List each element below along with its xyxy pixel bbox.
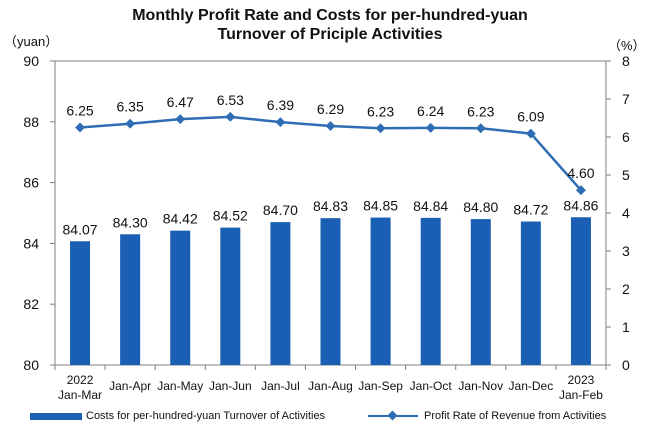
chart-title: Monthly Profit Rate and Costs for per-hu… xyxy=(0,6,660,44)
line-value-label: 4.60 xyxy=(567,165,594,181)
left-tick-label: 84 xyxy=(23,235,39,251)
bar-value-label: 84.70 xyxy=(263,202,298,218)
bar xyxy=(570,217,591,365)
x-category-label: Jan-May xyxy=(157,379,203,393)
bar-value-label: 84.52 xyxy=(213,208,248,224)
bar xyxy=(470,219,491,365)
left-tick-label: 90 xyxy=(23,53,39,69)
right-tick-label: 8 xyxy=(622,53,630,69)
bar xyxy=(170,230,191,365)
line-point xyxy=(375,123,386,134)
right-tick-label: 3 xyxy=(622,243,630,259)
right-tick-label: 5 xyxy=(622,167,630,183)
left-tick-label: 88 xyxy=(23,114,39,130)
bar xyxy=(520,221,541,365)
line-point xyxy=(125,118,136,129)
line-point xyxy=(425,122,436,133)
x-category-label: Jan-Feb xyxy=(559,388,603,402)
right-tick-label: 7 xyxy=(622,91,630,107)
right-tick-label: 4 xyxy=(622,205,630,221)
line-value-label: 6.35 xyxy=(117,99,144,115)
x-category-label: 2022 xyxy=(67,373,94,387)
bar-value-label: 84.72 xyxy=(513,202,548,218)
line-value-label: 6.39 xyxy=(267,97,294,113)
x-category-label: Jan-Oct xyxy=(410,379,453,393)
x-category-label: Jan-Nov xyxy=(458,379,503,393)
line-point xyxy=(75,122,85,133)
line-value-label: 6.25 xyxy=(66,103,93,119)
bar xyxy=(420,217,441,365)
left-tick-label: 80 xyxy=(23,357,39,373)
x-category-label: Jan-Sep xyxy=(358,379,403,393)
bar-value-label: 84.30 xyxy=(113,214,148,230)
line-value-label: 6.09 xyxy=(517,109,544,125)
bar-value-label: 84.85 xyxy=(363,198,398,214)
x-category-label: Jan-Jul xyxy=(261,379,300,393)
line-point xyxy=(475,123,486,134)
line-point xyxy=(525,128,536,139)
legend-label-costs: Costs for per-hundred-yuan Turnover of A… xyxy=(86,410,326,422)
line-value-label: 6.29 xyxy=(317,101,344,117)
bar-value-label: 84.86 xyxy=(563,197,598,213)
right-tick-label: 6 xyxy=(622,129,630,145)
line-value-label: 6.53 xyxy=(217,92,244,108)
line-point xyxy=(325,121,336,131)
line-value-label: 6.47 xyxy=(167,94,194,110)
right-tick-label: 1 xyxy=(622,319,630,335)
right-tick-label: 0 xyxy=(622,357,630,373)
bar xyxy=(70,241,91,365)
line-point xyxy=(225,111,236,122)
x-category-label: Jan-Apr xyxy=(109,379,151,393)
x-category-label: Jan-Jun xyxy=(209,379,252,393)
legend-item-profit-rate: Profit Rate of Revenue from Activities xyxy=(368,410,606,422)
chart-title-line-2: Turnover of Priciple Activities xyxy=(217,26,443,43)
line-value-label: 6.23 xyxy=(367,103,394,119)
line-point xyxy=(175,114,186,125)
x-category-label: Jan-Dec xyxy=(509,379,554,393)
bar xyxy=(320,218,341,365)
bar xyxy=(220,227,241,365)
line-value-label: 6.24 xyxy=(417,103,444,119)
line-point xyxy=(576,185,586,196)
bar xyxy=(120,234,141,365)
chart-title-line-1: Monthly Profit Rate and Costs for per-hu… xyxy=(132,7,528,24)
bar xyxy=(370,217,391,365)
x-category-label: Jan-Mar xyxy=(58,388,102,402)
legend-line-swatch xyxy=(368,410,418,421)
legend-item-costs: Costs for per-hundred-yuan Turnover of A… xyxy=(30,410,325,422)
left-tick-label: 82 xyxy=(23,296,39,312)
legend-bar-swatch xyxy=(30,412,82,420)
bar-value-label: 84.83 xyxy=(313,198,348,214)
right-tick-label: 2 xyxy=(622,281,630,297)
bar-value-label: 84.84 xyxy=(413,198,448,214)
bar-value-label: 84.80 xyxy=(463,199,498,215)
bar-value-label: 84.07 xyxy=(63,221,98,237)
left-tick-label: 86 xyxy=(23,175,39,191)
bar-value-label: 84.42 xyxy=(163,211,198,227)
x-category-label: 2023 xyxy=(568,373,595,387)
bar xyxy=(270,222,291,365)
legend-label-profit-rate: Profit Rate of Revenue from Activities xyxy=(424,410,607,422)
x-category-label: Jan-Aug xyxy=(308,379,353,393)
line-point xyxy=(275,117,286,128)
left-axis-unit: （yuan） xyxy=(4,34,58,49)
line-value-label: 6.23 xyxy=(467,103,494,119)
right-axis-unit: （%） xyxy=(608,38,646,53)
